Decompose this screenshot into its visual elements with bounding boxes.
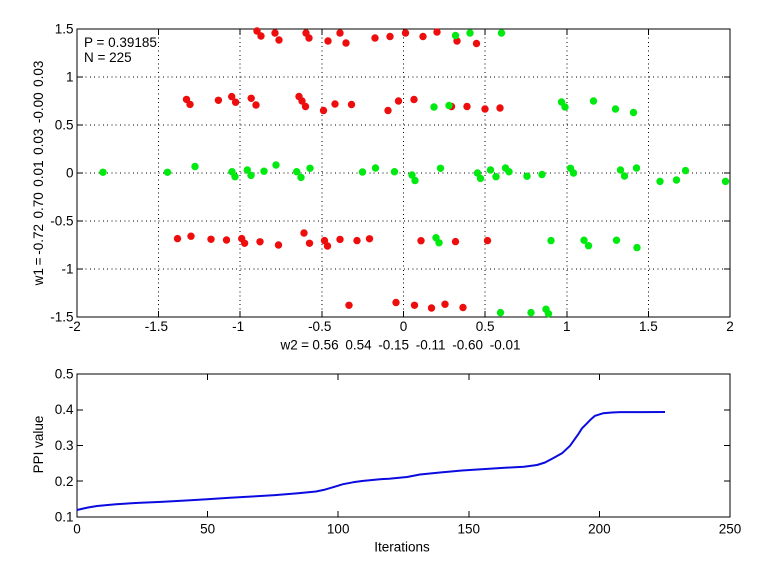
svg-text:1: 1 bbox=[66, 70, 74, 85]
svg-text:-1.5: -1.5 bbox=[145, 319, 168, 334]
svg-text:PPI value: PPI value bbox=[31, 416, 46, 474]
svg-text:N = 225: N = 225 bbox=[84, 50, 132, 65]
svg-text:150: 150 bbox=[458, 522, 481, 537]
svg-text:-1: -1 bbox=[61, 262, 73, 277]
svg-text:0: 0 bbox=[66, 166, 74, 181]
svg-text:0.5: 0.5 bbox=[55, 118, 74, 133]
svg-text:-0.5: -0.5 bbox=[50, 214, 73, 229]
svg-text:Iterations: Iterations bbox=[374, 540, 430, 555]
svg-text:100: 100 bbox=[327, 522, 350, 537]
svg-text:50: 50 bbox=[200, 522, 215, 537]
svg-text:0.2: 0.2 bbox=[55, 474, 74, 489]
svg-text:0: 0 bbox=[400, 319, 408, 334]
svg-text:1.5: 1.5 bbox=[639, 319, 658, 334]
svg-text:w1 = -0.72 0.70 0.01 0.03: w1 = -0.72 0.70 0.01 0.03 -0.00 0.03 bbox=[31, 61, 46, 287]
svg-text:-1: -1 bbox=[232, 319, 244, 334]
svg-text:-2: -2 bbox=[69, 319, 81, 334]
svg-text:0.1: 0.1 bbox=[55, 510, 74, 525]
svg-text:0.5: 0.5 bbox=[55, 367, 74, 382]
svg-text:w2 = 0.56 0.54 -0.15 -0.11: w2 = 0.56 0.54 -0.15 -0.11 -0.60 -0.01 bbox=[280, 338, 521, 353]
svg-text:P = 0.39185: P = 0.39185 bbox=[84, 35, 157, 50]
svg-text:1.5: 1.5 bbox=[55, 22, 74, 37]
svg-text:-1.5: -1.5 bbox=[50, 310, 73, 325]
svg-text:2: 2 bbox=[726, 319, 734, 334]
svg-text:0.4: 0.4 bbox=[55, 402, 74, 417]
svg-text:250: 250 bbox=[719, 522, 742, 537]
svg-text:0.3: 0.3 bbox=[55, 438, 74, 453]
svg-text:-0.5: -0.5 bbox=[308, 319, 331, 334]
svg-text:200: 200 bbox=[588, 522, 611, 537]
svg-text:0.5: 0.5 bbox=[476, 319, 495, 334]
svg-text:0: 0 bbox=[73, 522, 81, 537]
svg-text:1: 1 bbox=[563, 319, 571, 334]
